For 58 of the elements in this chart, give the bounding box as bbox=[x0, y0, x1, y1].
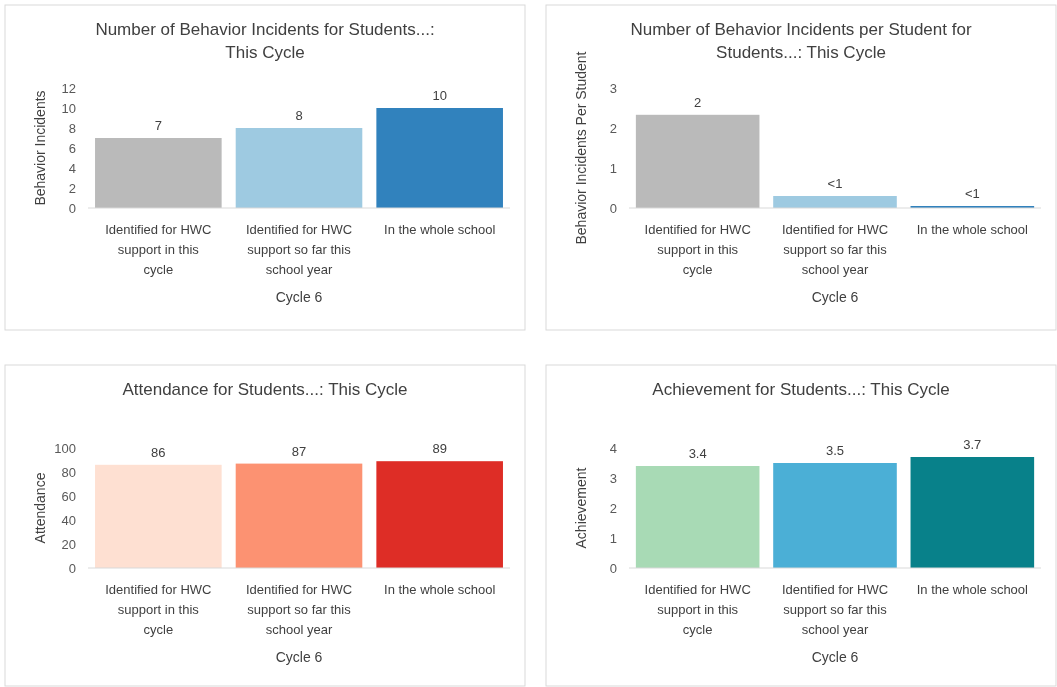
x-tick-label: Identified for HWC support in this cycle bbox=[105, 222, 212, 277]
x-axis-title: Cycle 6 bbox=[811, 649, 859, 665]
x-tick-label: In the whole school bbox=[916, 582, 1029, 597]
x-tick-label: Identified for HWC support so far this school year bbox=[245, 582, 353, 637]
x-tick-label: In the whole school bbox=[384, 222, 496, 237]
y-tick-label: 2 bbox=[68, 181, 76, 196]
data-label: <1 bbox=[827, 176, 843, 191]
data-label: 86 bbox=[151, 444, 166, 460]
y-tick-label: 6 bbox=[68, 141, 76, 156]
chart-title: Attendance for Students...: This Cycle bbox=[122, 380, 408, 399]
x-tick-label: Identified for HWC support in this cycle bbox=[105, 582, 212, 637]
chart-title: Number of Behavior Incidents for Students...: This Cycle bbox=[95, 20, 435, 62]
y-tick-label: 0 bbox=[609, 201, 617, 216]
x-tick-label: In the whole school bbox=[384, 582, 496, 597]
chart-title: Number of Behavior Incidents per Student for Students...: This Cycle bbox=[630, 20, 972, 62]
y-axis-title: Achievement bbox=[573, 467, 589, 549]
y-tick-label: 4 bbox=[68, 161, 76, 176]
x-axis-title: Cycle 6 bbox=[275, 649, 323, 665]
data-label: 3.7 bbox=[963, 437, 982, 452]
data-label: 10 bbox=[432, 88, 447, 103]
y-tick-label: 0 bbox=[68, 561, 76, 576]
y-tick-label: 10 bbox=[61, 101, 76, 116]
y-tick-label: 1 bbox=[609, 161, 617, 176]
x-axis-title: Cycle 6 bbox=[811, 289, 859, 305]
y-tick-label: 4 bbox=[609, 441, 617, 456]
x-tick-label: Identified for HWC support so far this school year bbox=[245, 222, 353, 277]
y-tick-label: 20 bbox=[61, 537, 76, 552]
data-label: 3.4 bbox=[688, 446, 707, 461]
y-tick-label: 0 bbox=[68, 201, 76, 216]
y-tick-label: 3 bbox=[609, 81, 617, 96]
data-label: 3.5 bbox=[825, 443, 845, 458]
y-tick-label: 2 bbox=[609, 501, 617, 516]
x-axis-title: Cycle 6 bbox=[275, 289, 323, 305]
y-axis-title: Behavior Incidents Per Student bbox=[573, 51, 589, 245]
x-tick-label: Identified for HWC support so far this school year bbox=[781, 582, 889, 637]
data-label: <1 bbox=[964, 186, 980, 201]
x-tick-label: Identified for HWC support so far this school year bbox=[781, 222, 889, 277]
y-tick-label: 1 bbox=[609, 531, 617, 546]
x-tick-label: In the whole school bbox=[916, 222, 1029, 237]
x-tick-label: Identified for HWC support in this cycle bbox=[644, 582, 751, 637]
data-label: 89 bbox=[432, 441, 447, 457]
y-tick-label: 100 bbox=[54, 441, 76, 456]
y-axis-title: Attendance bbox=[32, 472, 48, 544]
chart-title: Achievement for Students...: This Cycle bbox=[652, 380, 950, 399]
y-axis-title: Behavior Incidents bbox=[32, 90, 48, 206]
data-label: 2 bbox=[694, 94, 702, 110]
y-tick-label: 40 bbox=[61, 513, 76, 528]
y-tick-label: 80 bbox=[61, 465, 76, 480]
data-label: 7 bbox=[154, 118, 162, 133]
y-tick-label: 3 bbox=[609, 471, 617, 486]
y-tick-label: 0 bbox=[609, 561, 617, 576]
y-tick-label: 2 bbox=[609, 121, 617, 136]
y-tick-label: 8 bbox=[68, 121, 76, 136]
data-label: 87 bbox=[291, 443, 307, 459]
y-tick-label: 12 bbox=[61, 81, 76, 96]
y-tick-label: 60 bbox=[61, 489, 76, 504]
x-tick-label: Identified for HWC support in this cycle bbox=[644, 222, 751, 277]
data-label: 8 bbox=[295, 108, 303, 123]
